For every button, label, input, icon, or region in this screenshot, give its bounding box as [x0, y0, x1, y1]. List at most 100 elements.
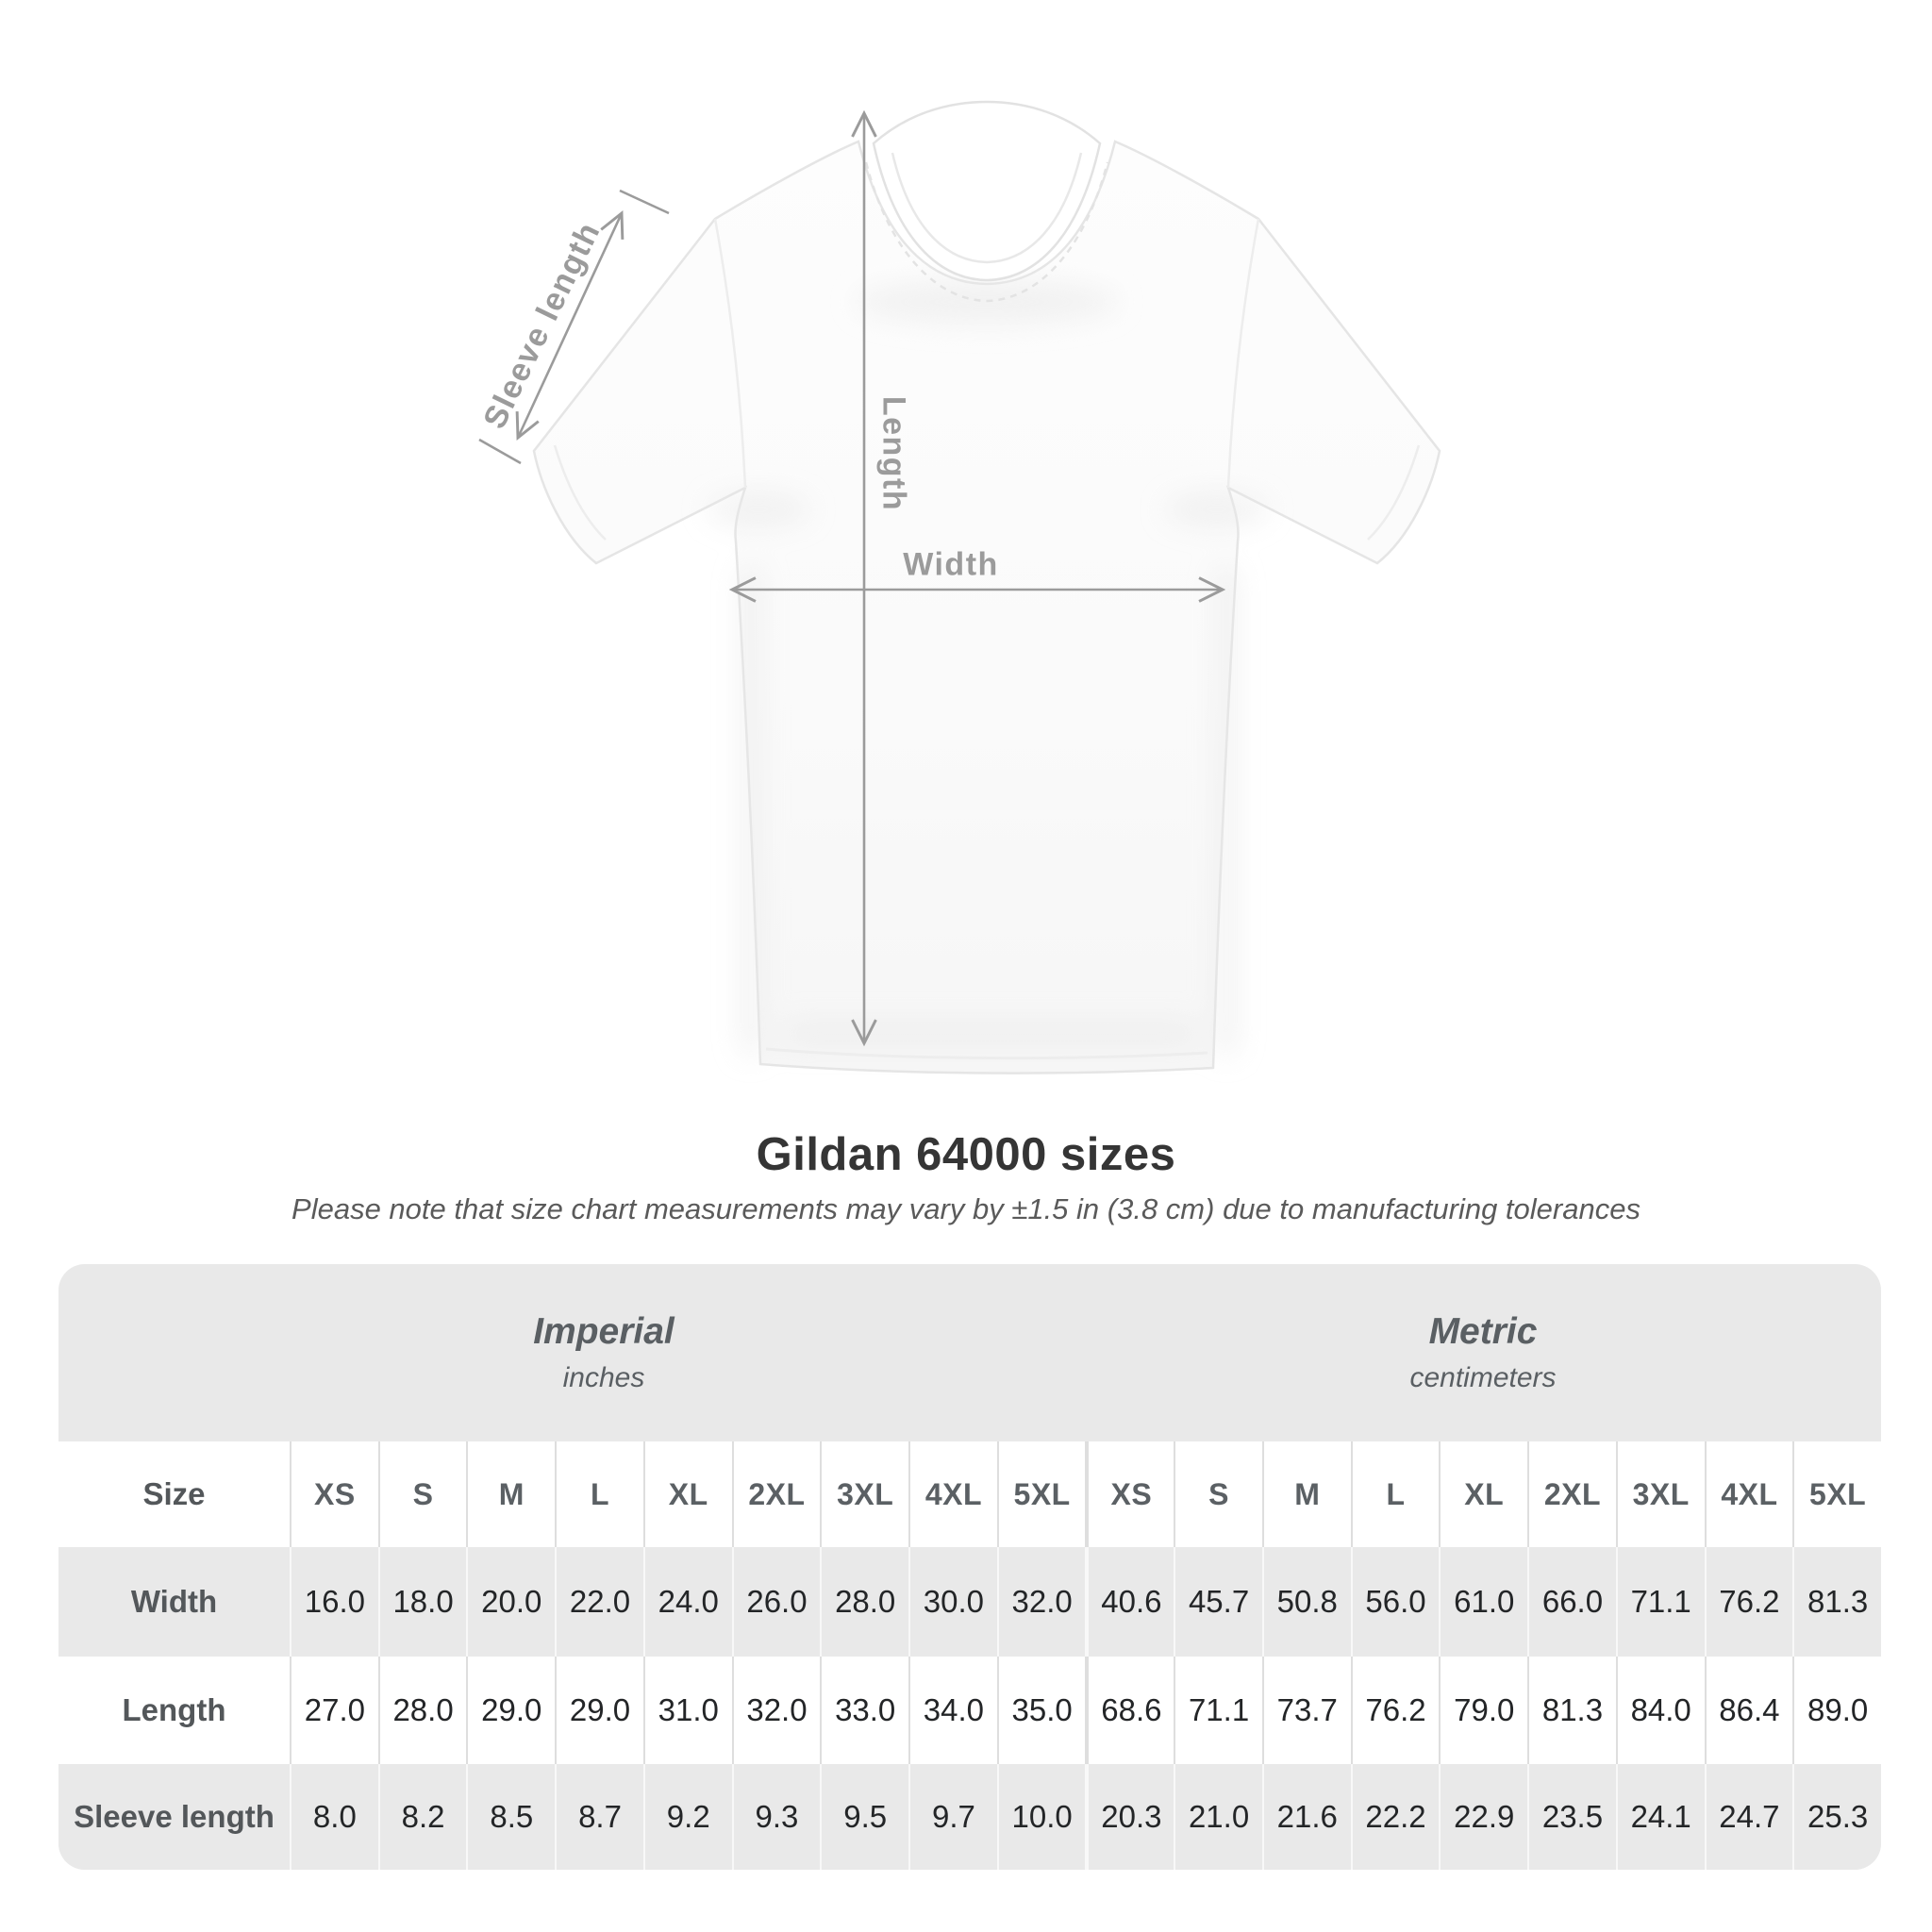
metric-group-header: Metric centimeters: [1085, 1264, 1881, 1441]
tshirt-measurement-diagram: Sleeve length Length Width: [476, 100, 1441, 1074]
width-metric-xl: 61.0: [1439, 1547, 1527, 1657]
size-header-imperial-xl: XL: [642, 1441, 732, 1547]
length-imperial-m: 29.0: [466, 1657, 555, 1764]
sleeve-length-metric-2xl: 23.5: [1527, 1764, 1616, 1870]
length-imperial-4xl: 34.0: [908, 1657, 997, 1764]
length-imperial-3xl: 33.0: [820, 1657, 908, 1764]
sleeve-dimension-end-tick: [619, 189, 670, 215]
size-header-imperial-3xl: 3XL: [820, 1441, 908, 1547]
size-header-metric-5xl: 5XL: [1792, 1441, 1881, 1547]
sleeve-length-metric-3xl: 24.1: [1615, 1764, 1705, 1870]
sleeve-length-imperial-3xl: 9.5: [820, 1764, 908, 1870]
length-metric-xs: 68.6: [1085, 1657, 1174, 1764]
size-header-metric-m: M: [1261, 1441, 1351, 1547]
width-imperial-5xl: 32.0: [996, 1547, 1086, 1657]
size-header-imperial-xs: XS: [290, 1441, 378, 1547]
length-metric-3xl: 84.0: [1615, 1657, 1705, 1764]
imperial-label: Imperial: [533, 1311, 675, 1352]
size-header-imperial-5xl: 5XL: [996, 1441, 1086, 1547]
width-imperial-2xl: 26.0: [731, 1547, 821, 1657]
row-label-length: Length: [122, 1692, 226, 1727]
sleeve-length-metric-xl: 22.9: [1439, 1764, 1527, 1870]
size-column-header: Size: [142, 1476, 206, 1511]
width-label: Width: [903, 546, 999, 583]
width-metric-xs: 40.6: [1085, 1547, 1174, 1657]
length-metric-2xl: 81.3: [1527, 1657, 1616, 1764]
sleeve-length-imperial-4xl: 9.7: [908, 1764, 997, 1870]
metric-label: Metric: [1428, 1311, 1538, 1352]
width-metric-s: 45.7: [1174, 1547, 1262, 1657]
sleeve-length-metric-s: 21.0: [1174, 1764, 1262, 1870]
size-header-metric-l: L: [1350, 1441, 1440, 1547]
length-imperial-5xl: 35.0: [996, 1657, 1086, 1764]
sleeve-length-imperial-2xl: 9.3: [731, 1764, 821, 1870]
sleeve-length-metric-m: 21.6: [1261, 1764, 1351, 1870]
sleeve-length-imperial-5xl: 10.0: [996, 1764, 1086, 1870]
sleeve-length-imperial-xl: 9.2: [642, 1764, 732, 1870]
width-metric-5xl: 81.3: [1792, 1547, 1881, 1657]
width-imperial-3xl: 28.0: [820, 1547, 908, 1657]
length-imperial-l: 29.0: [555, 1657, 643, 1764]
unit-group-header-row: Imperial inches Metric centimeters: [58, 1264, 1881, 1441]
tshirt-illustration: [478, 100, 1441, 1074]
width-imperial-xl: 24.0: [642, 1547, 732, 1657]
length-metric-m: 73.7: [1261, 1657, 1351, 1764]
length-imperial-2xl: 32.0: [731, 1657, 821, 1764]
row-label-width: Width: [130, 1584, 218, 1619]
width-metric-l: 56.0: [1350, 1547, 1440, 1657]
size-header-metric-s: S: [1174, 1441, 1262, 1547]
length-imperial-xl: 31.0: [642, 1657, 732, 1764]
width-metric-4xl: 76.2: [1704, 1547, 1793, 1657]
length-metric-l: 76.2: [1350, 1657, 1440, 1764]
sleeve-length-metric-4xl: 24.7: [1704, 1764, 1793, 1870]
width-metric-2xl: 66.0: [1527, 1547, 1616, 1657]
size-header-metric-xs: XS: [1085, 1441, 1174, 1547]
imperial-group-header: Imperial inches: [58, 1264, 1149, 1441]
length-value-cells: 27.0 28.0 29.0 29.0 31.0 32.0 33.0 34.0 35.0 68.6…: [290, 1657, 1881, 1764]
sleeve-length-dimension-arrow: [515, 210, 625, 441]
page-title: Gildan 64000 sizes: [756, 1129, 1176, 1180]
table-row-width: Width 16.0 18.0 20.0 22.0 24.0 26.0 28.0 30.0 32…: [58, 1547, 1881, 1657]
width-metric-3xl: 71.1: [1615, 1547, 1705, 1657]
width-imperial-s: 18.0: [377, 1547, 467, 1657]
size-header-imperial-m: M: [466, 1441, 555, 1547]
tolerance-note: Please note that size chart measurements…: [291, 1192, 1641, 1225]
width-imperial-xs: 16.0: [290, 1547, 378, 1657]
tshirt-body-shape: [532, 100, 1441, 1074]
sleeve-length-imperial-l: 8.7: [555, 1764, 643, 1870]
width-value-cells: 16.0 18.0 20.0 22.0 24.0 26.0 28.0 30.0 32.0 40.6…: [290, 1547, 1881, 1657]
sleeve-length-imperial-xs: 8.0: [290, 1764, 378, 1870]
size-header-metric-4xl: 4XL: [1704, 1441, 1793, 1547]
row-label-sleeve-length: Sleeve length: [74, 1799, 275, 1834]
width-imperial-m: 20.0: [466, 1547, 555, 1657]
length-imperial-xs: 27.0: [290, 1657, 378, 1764]
size-header-imperial-4xl: 4XL: [908, 1441, 997, 1547]
length-metric-4xl: 86.4: [1704, 1657, 1793, 1764]
size-table: Imperial inches Metric centimeters Size …: [58, 1264, 1881, 1870]
sleeve-length-imperial-s: 8.2: [377, 1764, 467, 1870]
width-metric-m: 50.8: [1261, 1547, 1351, 1657]
size-header-row: Size XS S M L XL 2XL 3XL 4XL 5XL XS S M L XL 2XL 3XL 4XL…: [58, 1441, 1881, 1547]
length-imperial-s: 28.0: [377, 1657, 467, 1764]
width-imperial-l: 22.0: [555, 1547, 643, 1657]
length-metric-5xl: 89.0: [1792, 1657, 1881, 1764]
size-header-cells: XS S M L XL 2XL 3XL 4XL 5XL XS S M L XL 2XL 3XL 4XL 5XL: [290, 1441, 1881, 1547]
table-row-sleeve-length: Sleeve length 8.0 8.2 8.5 8.7 9.2 9.3 9.5 9.7 10…: [58, 1764, 1881, 1870]
size-header-imperial-s: S: [377, 1441, 467, 1547]
sleeve-length-value-cells: 8.0 8.2 8.5 8.7 9.2 9.3 9.5 9.7 10.0 20.3 21.0 21.6…: [290, 1764, 1881, 1870]
size-header-metric-2xl: 2XL: [1527, 1441, 1616, 1547]
sleeve-dimension-start-tick: [478, 438, 522, 465]
size-header-metric-xl: XL: [1439, 1441, 1527, 1547]
imperial-unit-label: inches: [562, 1362, 645, 1393]
sleeve-length-imperial-m: 8.5: [466, 1764, 555, 1870]
size-header-metric-3xl: 3XL: [1615, 1441, 1705, 1547]
size-header-imperial-2xl: 2XL: [731, 1441, 821, 1547]
sleeve-length-metric-l: 22.2: [1350, 1764, 1440, 1870]
size-header-imperial-l: L: [555, 1441, 643, 1547]
sleeve-length-metric-xs: 20.3: [1085, 1764, 1174, 1870]
length-label: Length: [875, 395, 912, 512]
length-metric-s: 71.1: [1174, 1657, 1262, 1764]
sleeve-length-metric-5xl: 25.3: [1792, 1764, 1881, 1870]
width-imperial-4xl: 30.0: [908, 1547, 997, 1657]
